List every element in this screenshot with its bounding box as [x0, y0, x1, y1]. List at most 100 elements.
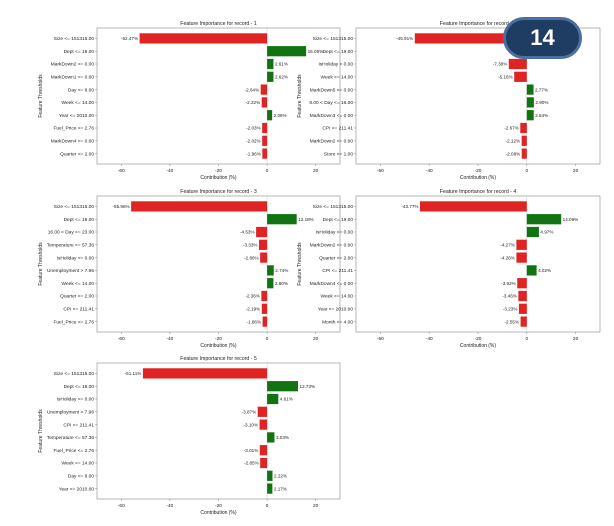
chart4-value-label: -3.46% [502, 294, 517, 299]
chart4-category-label: Month <= 4.00 [322, 319, 353, 325]
chart1-category-label: Quarter <= 2.00 [60, 151, 94, 157]
chart1-x-tick-label: -40 [166, 168, 173, 174]
chart2-category-label: MarkDown3 <= 0.00 [310, 113, 354, 119]
chart3-value-label: -1.86% [247, 319, 262, 324]
chart3-x-tick-label: 0 [266, 336, 269, 342]
chart4-category-label: MarkDown4 <= 0.00 [310, 281, 354, 287]
chart2-x-tick-label: 20 [573, 168, 579, 174]
chart1-value-label: -1.96% [246, 151, 261, 156]
chart1-bar [262, 122, 268, 134]
chart2-bar [514, 71, 527, 82]
chart3-x-tick-label: -40 [166, 336, 173, 342]
chart5-value-label: -3.87% [242, 410, 257, 415]
chart1-value-label: -2.64% [245, 87, 260, 92]
chart2-bar [520, 122, 527, 134]
chart4-category-label: CPI <= 211.41 [322, 268, 353, 274]
chart1-x-axis-label: Contribution (%) [200, 175, 236, 181]
chart4-bar [520, 316, 527, 327]
chart4-bar [526, 226, 539, 238]
chart1-title: Feature Importance for record - 1 [180, 21, 257, 27]
chart4-bar [420, 201, 527, 212]
chart4-bar [518, 303, 527, 314]
chart4-category-label: Size <= 151315.00 [313, 204, 354, 210]
chart1-category-label: MarkDown4 <= 0.00 [51, 139, 95, 145]
chart3-category-label: IsHoliday <= 0.00 [57, 255, 95, 261]
chart2-x-tick-label: -40 [426, 168, 433, 174]
chart1-category-label: MarkDown2 <= 0.00 [51, 62, 95, 68]
chart1-category-label: Fuel_Price <= 2.76 [53, 126, 94, 132]
chart1-value-label: -2.02% [246, 139, 261, 144]
chart3-value-label: -3.33% [243, 243, 258, 248]
chart5-bar [267, 483, 273, 494]
chart3-value-label: -2.86% [244, 255, 259, 260]
chart4-category-label: Week <= 14.00 [321, 294, 354, 300]
chart4-bar [516, 239, 527, 250]
chart5-value-label: 4.61% [280, 397, 293, 402]
chart5-bar [267, 470, 273, 481]
chart2-value-label: 2.90% [535, 100, 548, 105]
chart3-value-label: 2.60% [275, 281, 288, 286]
chart4-bar [526, 265, 537, 276]
chart4-value-label: 14.09% [563, 217, 579, 222]
chart2-title: Feature Importance for record - 2 [440, 21, 517, 27]
chart1-value-label: -52.47% [121, 36, 138, 41]
chart2-x-axis-label: Contribution (%) [460, 175, 496, 181]
chart2-bar [521, 135, 527, 146]
chart5-x-tick-label: -20 [215, 503, 222, 509]
chart2-x-tick-label: -20 [475, 168, 482, 174]
chart2-value-label: 2.77% [535, 87, 548, 92]
chart3-bar [261, 303, 268, 314]
chart3-category-label: Temperature <= 57.36 [47, 243, 95, 249]
chart1-value-label: 2.62% [275, 75, 288, 80]
chart1-x-tick-label: -20 [215, 168, 222, 174]
chart3-y-axis-label: Feature Thresholds [38, 242, 44, 286]
chart1-x-tick-label: 0 [266, 168, 269, 174]
chart3-bar [267, 214, 297, 225]
chart2-value-label: -2.12% [506, 139, 521, 144]
chart5-category-label: Week <= 14.00 [62, 461, 95, 467]
chart4-value-label: -3.23% [503, 307, 518, 312]
chart3-value-label: -2.19% [246, 307, 261, 312]
chart3-bar [260, 252, 268, 263]
chart2-value-label: 2.84% [535, 113, 548, 118]
chart4-value-label: -4.26% [500, 255, 515, 260]
chart3-bar [267, 278, 274, 289]
chart2-value-label: -2.08% [506, 151, 521, 156]
chart3-value-label: -2.36% [245, 294, 260, 299]
chart5-value-label: 12.73% [300, 384, 316, 389]
chart4-bar [526, 214, 562, 225]
chart2-bar [526, 84, 534, 95]
chart3-bar [131, 201, 268, 212]
chart3-category-label: Dept <= 19.00 [64, 217, 95, 223]
chart4-x-axis-label: Contribution (%) [460, 343, 496, 349]
chart1-category-label: Size <= 151315.00 [54, 36, 95, 42]
chart1-bar [267, 110, 273, 121]
chart2-category-label: 8.00 < Day <= 16.00 [309, 100, 353, 106]
chart5-value-label: 2.22% [274, 474, 287, 479]
chart5-x-tick-label: -60 [118, 503, 125, 509]
chart1-value-label: 16.06% [308, 49, 324, 54]
chart3-x-tick-label: 20 [313, 336, 319, 342]
chart4-value-label: -4.27% [500, 243, 515, 248]
chart2-category-label: Week <= 14.00 [321, 75, 354, 81]
chart5-value-label: -2.85% [244, 461, 259, 466]
chart1-bar [139, 33, 268, 44]
chart5-x-tick-label: -40 [166, 503, 173, 509]
chart5-title: Feature Importance for record - 5 [180, 356, 257, 362]
chart5-category-label: Temperature <= 57.36 [47, 435, 95, 441]
chart3-category-label: Fuel_Price <= 2.76 [53, 319, 94, 325]
chart1-bar [261, 97, 268, 108]
chart5-category-label: Size <= 151315.00 [54, 371, 95, 377]
chart1-bar [262, 148, 268, 159]
chart4-value-label: -43.77% [401, 204, 418, 209]
chart5-bar [267, 432, 275, 443]
chart2-bar [521, 148, 527, 159]
chart3-value-label: -4.53% [240, 230, 255, 235]
chart1-bar [267, 58, 274, 70]
chart5-category-label: Unemployment > 7.96 [47, 410, 94, 416]
chart2-category-label: IsHoliday > 0.00 [318, 62, 353, 68]
chart4-bar [518, 290, 527, 302]
chart2-category-label: Dept <= 19.00 [323, 49, 354, 55]
chart2-y-axis-label: Feature Thresholds [297, 74, 303, 118]
chart3-x-tick-label: -60 [118, 336, 125, 342]
